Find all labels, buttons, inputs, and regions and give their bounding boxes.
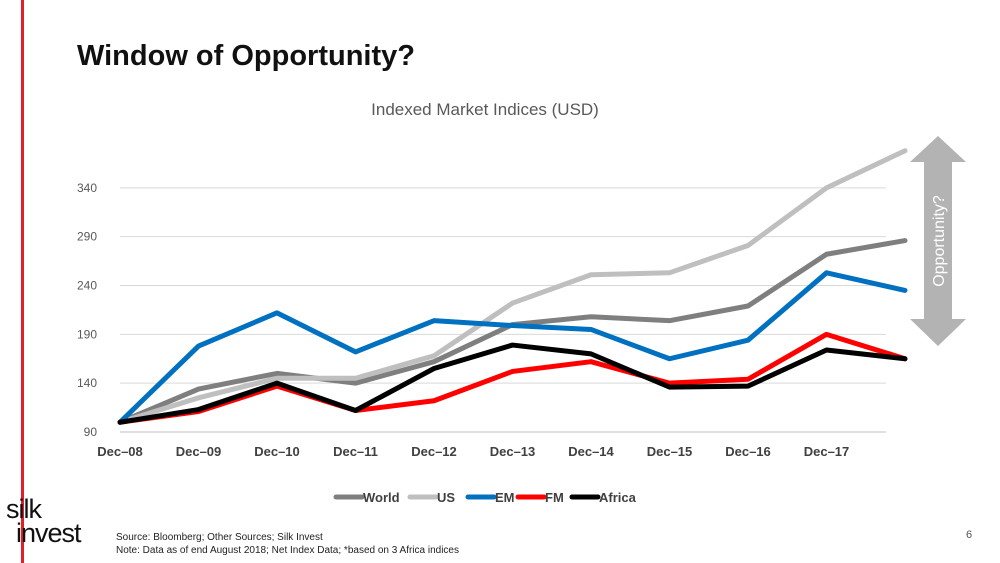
logo-text-invest: invest [16,518,82,548]
y-tick-label: 290 [77,230,97,244]
x-tick-label: Dec–08 [97,444,143,459]
series-line-us [117,148,908,425]
silk-invest-logo: silk invest [4,494,104,554]
opportunity-arrow: Opportunity? [910,136,966,346]
source-line: Source: Bloomberg; Other Sources; Silk I… [116,532,323,543]
legend-label-africa: Africa [599,490,637,505]
legend-label-us: US [437,490,455,505]
x-tick-label: Dec–09 [176,444,222,459]
page-number: 6 [966,529,973,541]
x-tick-label: Dec–11 [333,444,378,459]
x-tick-label: Dec–14 [568,444,614,459]
x-tick-label: Dec–17 [804,444,850,459]
x-tick-label: Dec–16 [725,444,771,459]
x-tick-label: Dec–10 [254,444,300,459]
note-line: Note: Data as of end August 2018; Net In… [116,545,459,556]
x-tick-label: Dec–12 [411,444,457,459]
y-tick-label: 240 [77,279,97,293]
chart-title: Indexed Market Indices (USD) [371,100,599,119]
accent-vertical-rule [21,0,24,563]
opportunity-label: Opportunity? [931,195,948,287]
legend-label-em: EM [495,490,515,505]
series-line-africa [117,342,908,425]
y-tick-label: 190 [77,327,97,341]
logo-text-silk: silk [6,494,42,524]
footer-notes: Source: Bloomberg; Other Sources; Silk I… [116,531,459,557]
x-tick-label: Dec–13 [490,444,536,459]
double-arrow-shape [910,136,966,346]
y-tick-label: 90 [84,425,98,439]
y-tick-label: 140 [77,376,97,390]
x-tick-label: Dec–15 [647,444,693,459]
slide-title: Window of Opportunity? [77,40,415,72]
y-tick-label: 340 [77,181,97,195]
series-line-em [117,270,908,425]
legend-label-fm: FM [545,490,564,505]
legend-label-world: World [363,490,400,505]
